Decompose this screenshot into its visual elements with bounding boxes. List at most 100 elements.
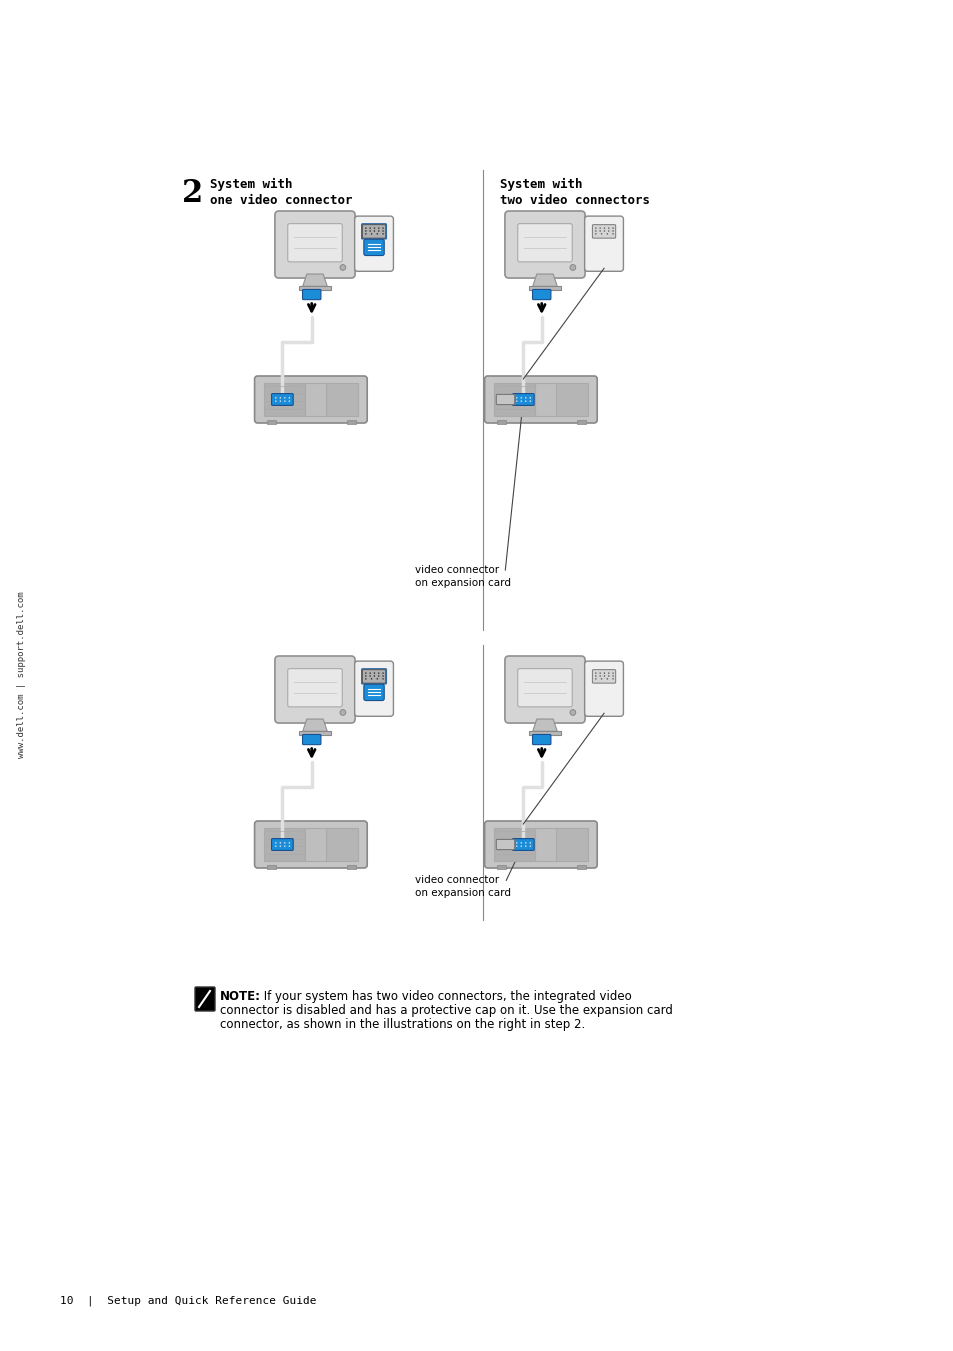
Circle shape bbox=[603, 230, 604, 232]
Circle shape bbox=[374, 676, 375, 677]
Circle shape bbox=[516, 397, 517, 399]
Circle shape bbox=[595, 673, 596, 674]
Bar bbox=[497, 865, 505, 869]
Circle shape bbox=[382, 234, 383, 235]
Circle shape bbox=[606, 234, 607, 235]
Circle shape bbox=[365, 227, 366, 228]
Circle shape bbox=[376, 234, 377, 235]
FancyBboxPatch shape bbox=[302, 735, 320, 744]
Circle shape bbox=[376, 678, 377, 680]
Circle shape bbox=[284, 842, 285, 843]
Circle shape bbox=[274, 842, 276, 843]
Bar bbox=[577, 420, 585, 424]
Circle shape bbox=[371, 234, 372, 235]
Circle shape bbox=[382, 676, 383, 677]
FancyBboxPatch shape bbox=[254, 376, 367, 423]
FancyBboxPatch shape bbox=[484, 821, 597, 867]
Bar bbox=[556, 828, 587, 861]
Text: 10  |  Setup and Quick Reference Guide: 10 | Setup and Quick Reference Guide bbox=[60, 1296, 316, 1305]
Circle shape bbox=[284, 846, 285, 847]
FancyBboxPatch shape bbox=[274, 657, 355, 723]
Circle shape bbox=[365, 230, 366, 232]
Circle shape bbox=[603, 676, 604, 677]
Circle shape bbox=[612, 230, 613, 232]
Bar bbox=[326, 828, 357, 861]
Bar bbox=[494, 384, 534, 416]
Bar bbox=[556, 384, 587, 416]
FancyBboxPatch shape bbox=[288, 669, 342, 707]
Bar bbox=[264, 384, 304, 416]
Text: two video connectors: two video connectors bbox=[499, 195, 649, 207]
Circle shape bbox=[382, 678, 383, 680]
Text: video connector: video connector bbox=[415, 565, 498, 576]
Circle shape bbox=[612, 227, 613, 228]
Circle shape bbox=[607, 676, 609, 677]
Circle shape bbox=[374, 673, 375, 674]
Circle shape bbox=[371, 678, 372, 680]
Circle shape bbox=[516, 400, 517, 401]
Circle shape bbox=[612, 673, 613, 674]
Circle shape bbox=[524, 846, 526, 847]
Bar bbox=[347, 420, 355, 424]
Circle shape bbox=[284, 397, 285, 399]
FancyBboxPatch shape bbox=[517, 224, 572, 262]
Circle shape bbox=[529, 842, 531, 843]
Circle shape bbox=[279, 400, 281, 401]
Circle shape bbox=[598, 673, 600, 674]
Circle shape bbox=[284, 400, 285, 401]
Circle shape bbox=[595, 678, 596, 680]
FancyBboxPatch shape bbox=[363, 684, 384, 701]
Text: If your system has two video connectors, the integrated video: If your system has two video connectors,… bbox=[260, 990, 631, 1002]
Circle shape bbox=[598, 230, 600, 232]
Bar bbox=[326, 384, 357, 416]
Circle shape bbox=[612, 678, 613, 680]
Circle shape bbox=[365, 678, 366, 680]
Circle shape bbox=[279, 397, 281, 399]
Bar bbox=[298, 731, 331, 735]
Polygon shape bbox=[302, 719, 327, 731]
Circle shape bbox=[595, 676, 596, 677]
Text: one video connector: one video connector bbox=[210, 195, 352, 207]
Circle shape bbox=[529, 846, 531, 847]
Text: System with: System with bbox=[499, 178, 582, 190]
Circle shape bbox=[369, 676, 371, 677]
FancyBboxPatch shape bbox=[532, 289, 550, 300]
Bar bbox=[267, 865, 275, 869]
FancyBboxPatch shape bbox=[288, 224, 342, 262]
FancyBboxPatch shape bbox=[532, 735, 550, 744]
Bar bbox=[347, 865, 355, 869]
Circle shape bbox=[524, 397, 526, 399]
FancyBboxPatch shape bbox=[504, 211, 584, 278]
Text: on expansion card: on expansion card bbox=[415, 888, 511, 898]
Circle shape bbox=[382, 673, 383, 674]
Text: connector is disabled and has a protective cap on it. Use the expansion card: connector is disabled and has a protecti… bbox=[220, 1004, 672, 1017]
Circle shape bbox=[339, 265, 345, 270]
FancyBboxPatch shape bbox=[512, 839, 534, 850]
Circle shape bbox=[289, 846, 290, 847]
Circle shape bbox=[595, 234, 596, 235]
FancyBboxPatch shape bbox=[584, 661, 623, 716]
Circle shape bbox=[365, 234, 366, 235]
FancyBboxPatch shape bbox=[592, 224, 615, 238]
Circle shape bbox=[516, 842, 517, 843]
Circle shape bbox=[520, 397, 521, 399]
Circle shape bbox=[274, 400, 276, 401]
Text: on expansion card: on expansion card bbox=[415, 578, 511, 588]
Circle shape bbox=[529, 400, 531, 401]
Text: connector, as shown in the illustrations on the right in step 2.: connector, as shown in the illustrations… bbox=[220, 1019, 584, 1031]
Circle shape bbox=[600, 234, 601, 235]
Circle shape bbox=[569, 265, 576, 270]
Circle shape bbox=[607, 227, 609, 228]
FancyBboxPatch shape bbox=[584, 216, 623, 272]
Circle shape bbox=[274, 397, 276, 399]
Circle shape bbox=[520, 842, 521, 843]
Bar bbox=[264, 828, 304, 861]
Circle shape bbox=[279, 846, 281, 847]
FancyBboxPatch shape bbox=[361, 224, 386, 239]
Text: NOTE:: NOTE: bbox=[220, 990, 261, 1002]
Circle shape bbox=[377, 227, 379, 228]
FancyBboxPatch shape bbox=[363, 239, 384, 255]
Circle shape bbox=[516, 846, 517, 847]
FancyBboxPatch shape bbox=[302, 289, 320, 300]
FancyBboxPatch shape bbox=[504, 657, 584, 723]
